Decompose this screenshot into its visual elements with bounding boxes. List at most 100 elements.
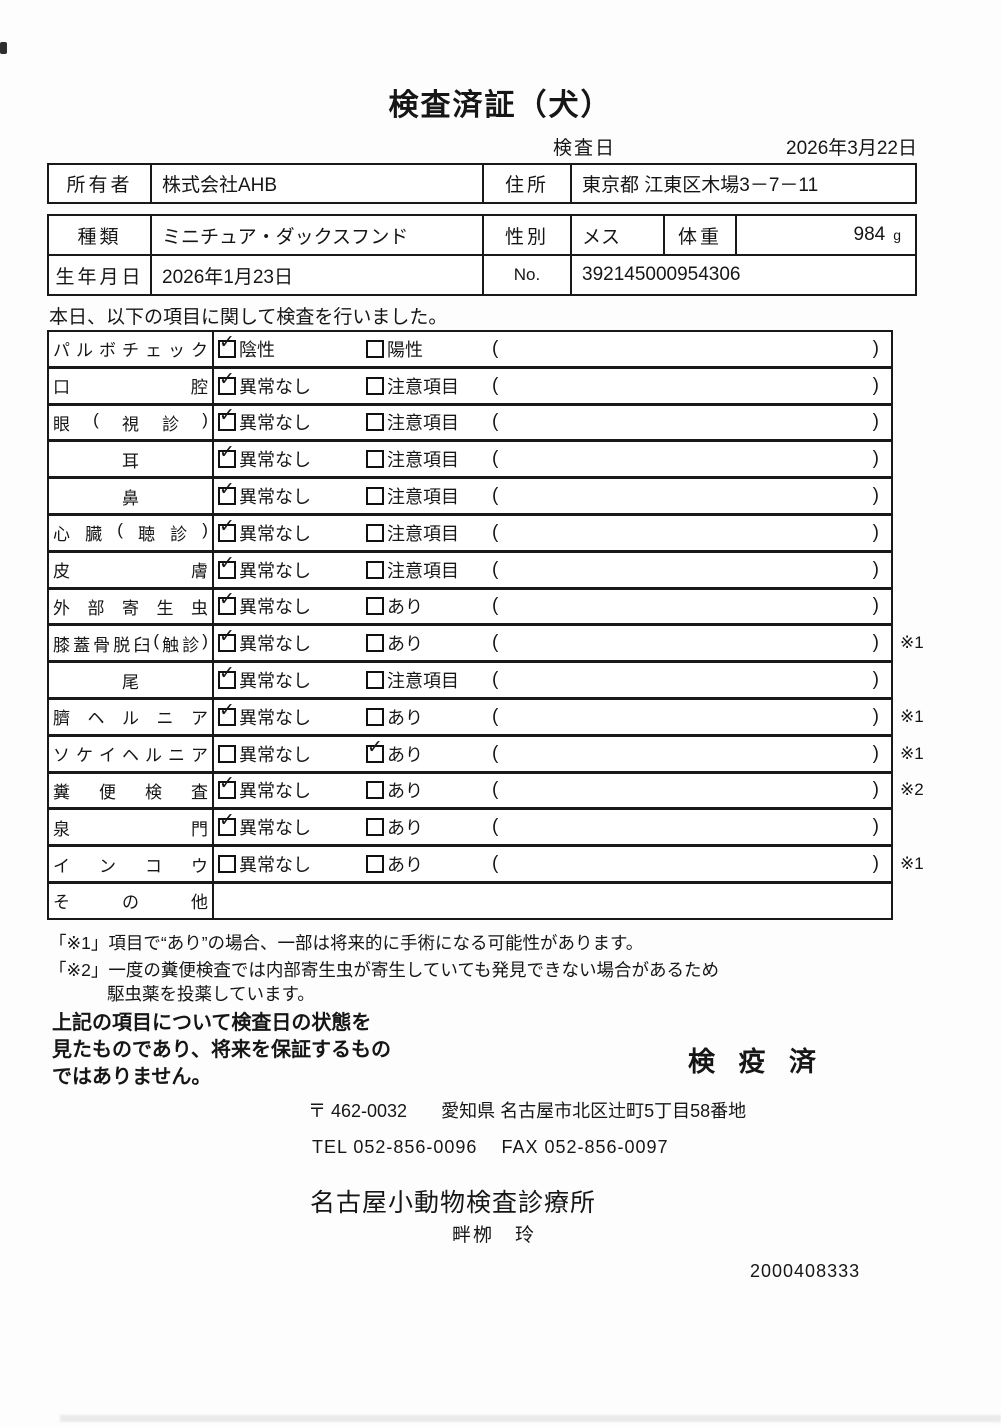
checkbox-option: 陽性 [366, 336, 423, 362]
quarantine-stamp: 検 疫 済 [688, 1047, 825, 1077]
checkbox-option: あり [366, 630, 423, 656]
checkbox-option: 注意項目 [366, 557, 459, 583]
checkbox-icon [218, 855, 236, 874]
row-label: 心臓(聴診) [49, 515, 214, 550]
paren-open: ( [492, 595, 499, 617]
row-label: パルボチェック [49, 332, 214, 366]
row-content: ✓ 異常なし あり () [214, 810, 891, 844]
checkbox-checked-icon: ✓ [218, 333, 236, 358]
disclaimer-text: 上記の項目について検査日の状態を 見たものであり、将来を保証するもの ではありま… [52, 1010, 391, 1091]
checkbox-option: あり [366, 704, 423, 730]
check-mark-icon: ✓ [219, 626, 235, 648]
option-label: あり [387, 634, 423, 655]
clinic-postal-code: 〒 462-0032 [308, 1101, 408, 1121]
option-label: 陽性 [387, 339, 423, 360]
paren-close: ) [872, 595, 879, 617]
row-label: 泉門 [49, 810, 214, 845]
row-content: ✓ 異常なし 注意項目 () [214, 516, 891, 550]
checkbox-icon [366, 781, 384, 800]
check-mark-icon: ✓ [219, 331, 235, 353]
option-label: あり [387, 744, 423, 765]
address-label: 住所 [484, 165, 572, 202]
checkbox-icon [366, 450, 384, 469]
row-label: 膝蓋骨脱臼(触診) [49, 626, 214, 661]
table-row: ソケイヘルニア 異常なし ✓ あり () ※1 [47, 734, 924, 773]
checkbox-icon [366, 376, 384, 395]
checkbox-checked-icon: ✓ [218, 774, 236, 800]
inspection-date-label: 検査日 [553, 138, 617, 159]
checkbox-option: 注意項目 [366, 446, 459, 472]
checkbox-option: ✓ 異常なし [218, 811, 311, 840]
table-row: インコウ 異常なし あり () ※1 [47, 845, 924, 883]
checkbox-checked-icon: ✓ [218, 443, 236, 469]
animal-info-table: 種類 ミニチュア・ダックスフンド 性別 メス 体重 984 g 生年月日 202… [47, 214, 917, 296]
clinic-tel: TEL 052-856-0096 [312, 1137, 478, 1157]
option-label: 注意項目 [387, 376, 459, 397]
paren-open: ( [492, 337, 499, 359]
checkbox-checked-icon: ✓ [218, 627, 236, 653]
checkbox-option: ✓ 異常なし [218, 774, 311, 803]
checkbox-icon [366, 818, 384, 837]
paren-open: ( [492, 779, 499, 801]
sex-value: メス [572, 216, 665, 254]
checkbox-option: 異常なし [218, 851, 311, 877]
checkbox-option: 注意項目 [366, 373, 459, 399]
owner-table: 所有者 株式会社AHB 住所 東京都 江東区木場3－7－11 [47, 163, 917, 204]
checkbox-option: あり [366, 851, 423, 877]
check-table-body: パルボチェック ✓ 陰性 陽性() 口腔 ✓ 異常なし 注意項目() 眼(視診) ✓ 異常なし 注意項… [47, 330, 924, 920]
paren-close: ) [872, 374, 879, 396]
row-content: ✓ 異常なし あり () [214, 774, 891, 808]
row-content: ✓ 陰性 陽性 () [214, 332, 891, 366]
paren-open: ( [492, 558, 499, 580]
checkbox-option: ✓ 異常なし [218, 517, 311, 546]
paren-open: ( [492, 816, 499, 838]
checkbox-icon [366, 487, 384, 506]
disclaimer-line: ではありません。 [52, 1066, 212, 1088]
row-note: ※1 [900, 854, 924, 874]
row-note: ※1 [900, 743, 924, 763]
paren-open: ( [492, 448, 499, 470]
checkbox-option: ✓ 異常なし [218, 443, 311, 472]
checkbox-option: ✓ 異常なし [218, 664, 311, 693]
checkbox-option: ✓ 異常なし [218, 554, 311, 583]
checkbox-option: ✓ あり [366, 738, 423, 767]
row-label: 糞便検査 [49, 773, 214, 808]
checkbox-option: 注意項目 [366, 483, 459, 509]
row-label: その他 [49, 883, 214, 918]
table-row: 皮膚 ✓ 異常なし 注意項目 () [47, 550, 893, 589]
checkbox-option: ✓ 異常なし [218, 480, 311, 509]
option-label: 異常なし [239, 634, 311, 655]
inspection-date-value: 2026年3月22日 [786, 138, 917, 159]
row-content: ✓ 異常なし 注意項目 () [214, 479, 891, 513]
checkbox-icon [366, 560, 384, 579]
checkbox-option: ✓ 異常なし [218, 370, 311, 399]
checkbox-icon [218, 744, 236, 763]
row-content: ✓ 異常なし 注意項目 () [214, 442, 891, 476]
paren-open: ( [492, 411, 499, 433]
table-row: 膝蓋骨脱臼(触診) ✓ 異常なし あり () ※1 [47, 624, 924, 663]
paren-open: ( [492, 742, 499, 764]
checkbox-checked-icon: ✓ [218, 811, 236, 837]
table-row: 口腔 ✓ 異常なし 注意項目 () [47, 366, 893, 405]
option-label: 異常なし [239, 376, 311, 397]
check-mark-icon: ✓ [219, 589, 235, 611]
paren-close: ) [872, 705, 879, 727]
row-note: ※1 [900, 633, 924, 653]
paren-open: ( [492, 705, 499, 727]
table-row: 心臓(聴診) ✓ 異常なし 注意項目 () [47, 513, 893, 552]
checkbox-option: ✓ 陰性 [218, 333, 275, 362]
paren-close: ) [872, 411, 879, 433]
checkbox-option: 異常なし [218, 741, 311, 767]
table-row: 鼻 ✓ 異常なし 注意項目 () [47, 477, 893, 515]
checkbox-icon [366, 339, 384, 358]
paren-close: ) [872, 669, 879, 691]
option-label: 注意項目 [387, 671, 459, 692]
table-row: 泉門 ✓ 異常なし あり () [47, 808, 893, 847]
disclaimer-line: 見たものであり、将来を保証するもの [52, 1039, 391, 1061]
paren-open: ( [492, 374, 499, 396]
option-label: 注意項目 [387, 487, 459, 508]
check-mark-icon: ✓ [219, 773, 235, 795]
row-content: ✓ 異常なし 注意項目 () [214, 369, 891, 403]
footnote-2: 「※2」一度の糞便検査では内部寄生虫が寄生していても発見できない場合があるため [49, 960, 719, 980]
